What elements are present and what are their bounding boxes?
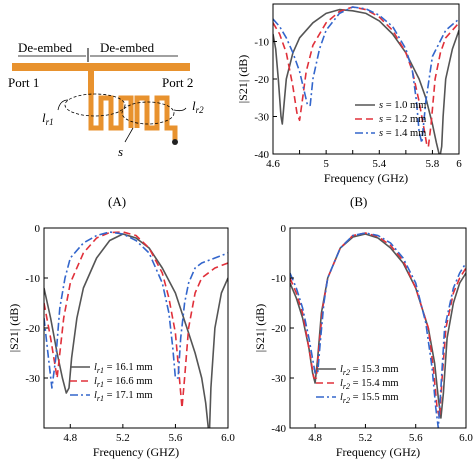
y-tick-label: -10 (25, 273, 40, 285)
feed-line (12, 63, 190, 71)
x-tick-label: 4.8 (308, 432, 322, 444)
y-axis-label: |S21| (dB) (7, 304, 21, 352)
y-tick-label: -10 (254, 37, 269, 49)
legend-label: s = 1.0 mm (379, 100, 426, 111)
chart-c: 4.8 5.2 5.6 6.0 0 -10 -20 -30 Frequency (GHZ) |S2… (7, 223, 235, 459)
y-tick-label: -10 (271, 273, 286, 285)
series-line-b-1 (273, 8, 459, 154)
lr1-pointer (57, 99, 69, 111)
legend-b: s = 1.0 mm s = 1.2 mm s = 1.4 mm (355, 100, 426, 139)
x-tick-label: 6.0 (221, 432, 235, 444)
chart-d: 4.8 5.2 5.6 6.0 0 -10 -20 -30 -40 Frequency (GHz)… (253, 223, 473, 459)
y-tick-label: 0 (281, 223, 287, 235)
legend-label: lr1 = 16.1 mm (94, 362, 153, 375)
x-axis-label: Frequency (GHz) (324, 171, 408, 185)
series-line-c-2 (44, 231, 228, 409)
lr1-label: lr1 (42, 110, 54, 127)
y-tick-label: -20 (254, 74, 269, 86)
x-tick-label: 6 (456, 158, 462, 170)
legend-label: lr2 = 15.5 mm (340, 392, 399, 405)
x-tick-label: 4.8 (63, 432, 77, 444)
deembed-left-label: De-embed (18, 40, 73, 55)
y-axis-label: |S21| (dB) (236, 55, 250, 103)
meander-resonator-2 (134, 95, 178, 140)
y-axis-label: |S21| (dB) (253, 304, 267, 352)
resonator-diagram: De-embed De-embed Port 1 Port 2 lr1 lr2 … (8, 40, 204, 209)
x-tick-label: 5.6 (409, 432, 423, 444)
y-tick-label: -30 (25, 373, 40, 385)
series-line-b-2 (273, 6, 459, 148)
resonator-stub (88, 71, 94, 95)
charts-layer: 4.6 5 5.4 5.8 6 -10 -20 -30 -40 Frequency (GHz) |S… (7, 3, 473, 459)
series-line-c-1 (44, 233, 228, 428)
port2-label: Port 2 (162, 75, 193, 90)
x-tick-label: 5.2 (359, 432, 373, 444)
legend-label: lr1 = 16.6 mm (94, 376, 153, 389)
lr2-pointer (173, 107, 187, 112)
lr2-label: lr2 (192, 98, 204, 115)
lr1-region (64, 93, 126, 117)
legend-label: s = 1.2 mm (379, 114, 426, 125)
legend-label: lr2 = 15.4 mm (340, 378, 399, 391)
series-line-b-3 (273, 6, 459, 144)
x-tick-label: 5.2 (116, 432, 130, 444)
x-tick-label: 4.6 (266, 158, 280, 170)
legend-label: lr2 = 15.3 mm (340, 364, 399, 377)
legend-label: s = 1.4 mm (379, 128, 426, 139)
y-tick-label: -30 (254, 112, 269, 124)
series-line-c-3 (44, 231, 228, 389)
series-line-d-1 (290, 233, 466, 419)
x-tick-label: 5 (323, 158, 329, 170)
y-tick-label: -40 (271, 423, 286, 435)
x-tick-label: 5.6 (169, 432, 183, 444)
port1-label: Port 1 (8, 75, 39, 90)
chart-b: 4.6 5 5.4 5.8 6 -10 -20 -30 -40 Frequency (GHz) |S… (236, 3, 462, 185)
y-tick-label: -40 (254, 149, 269, 161)
caption-b: (B) (350, 194, 367, 209)
x-tick-label: 5.4 (372, 158, 386, 170)
x-tick-label: 5.8 (426, 158, 440, 170)
x-tick-label: 6.0 (459, 432, 473, 444)
series-line-d-2 (290, 232, 466, 419)
meander-resonator-1 (88, 95, 134, 131)
deembed-right-label: De-embed (100, 40, 155, 55)
y-tick-label: 0 (35, 223, 41, 235)
caption-a: (A) (108, 194, 126, 209)
y-tick-label: -30 (271, 373, 286, 385)
y-tick-label: -20 (25, 323, 40, 335)
s-pointer (124, 127, 134, 143)
lr2-region (121, 101, 175, 125)
via-dot (172, 139, 178, 145)
s-label: s (118, 144, 123, 159)
x-axis-label: Frequency (GHZ) (93, 445, 179, 459)
y-tick-label: -20 (271, 323, 286, 335)
x-axis-label: Frequency (GHz) (336, 445, 420, 459)
legend-label: lr1 = 17.1 mm (94, 390, 153, 403)
series-line-d-3 (290, 232, 466, 428)
